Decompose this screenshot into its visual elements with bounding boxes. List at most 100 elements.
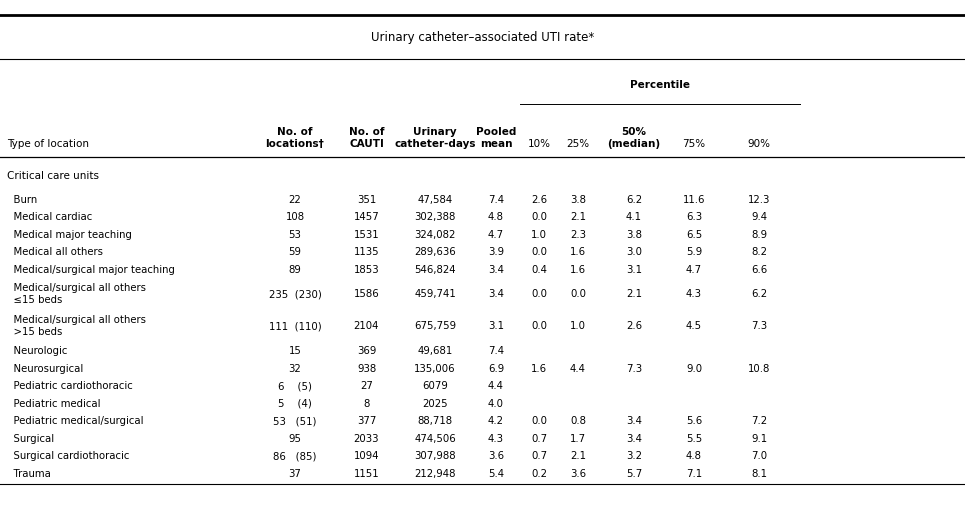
Text: 1135: 1135 [354, 247, 379, 257]
Text: 459,741: 459,741 [414, 289, 455, 299]
Text: Surgical: Surgical [7, 434, 54, 444]
Text: 2.1: 2.1 [626, 289, 642, 299]
Text: 4.4: 4.4 [570, 363, 586, 373]
Text: 324,082: 324,082 [414, 230, 455, 240]
Text: 89: 89 [289, 265, 301, 275]
Text: 0.7: 0.7 [531, 434, 547, 444]
Text: Burn: Burn [7, 195, 38, 204]
Text: 4.8: 4.8 [488, 212, 504, 222]
Text: 50%
(median): 50% (median) [607, 127, 661, 149]
Text: 938: 938 [357, 363, 376, 373]
Text: 90%: 90% [748, 139, 770, 149]
Text: 0.2: 0.2 [531, 469, 547, 479]
Text: 2025: 2025 [423, 399, 448, 408]
Text: 49,681: 49,681 [418, 346, 453, 356]
Text: 4.4: 4.4 [488, 381, 504, 391]
Text: Medical major teaching: Medical major teaching [7, 230, 132, 240]
Text: 1457: 1457 [353, 212, 379, 222]
Text: 4.1: 4.1 [626, 212, 642, 222]
Text: 3.4: 3.4 [626, 416, 642, 426]
Text: Medical/surgical all others
  >15 beds: Medical/surgical all others >15 beds [7, 315, 146, 337]
Text: Type of location: Type of location [7, 139, 89, 149]
Text: 1.6: 1.6 [570, 265, 586, 275]
Text: Medical cardiac: Medical cardiac [7, 212, 93, 222]
Text: 27: 27 [360, 381, 372, 391]
Text: 351: 351 [357, 195, 376, 204]
Text: 1.6: 1.6 [531, 363, 547, 373]
Text: 32: 32 [289, 363, 301, 373]
Text: 302,388: 302,388 [414, 212, 455, 222]
Text: 0.7: 0.7 [531, 451, 547, 461]
Text: 135,006: 135,006 [414, 363, 455, 373]
Text: Neurosurgical: Neurosurgical [7, 363, 83, 373]
Text: 3.6: 3.6 [570, 469, 586, 479]
Text: 1.6: 1.6 [570, 247, 586, 257]
Text: 4.2: 4.2 [488, 416, 504, 426]
Text: 95: 95 [289, 434, 301, 444]
Text: No. of
CAUTI: No. of CAUTI [348, 127, 384, 149]
Text: 289,636: 289,636 [414, 247, 455, 257]
Text: Percentile: Percentile [630, 80, 690, 90]
Text: 2.1: 2.1 [570, 212, 586, 222]
Text: 3.4: 3.4 [488, 265, 504, 275]
Text: 307,988: 307,988 [414, 451, 455, 461]
Text: 0.0: 0.0 [531, 416, 547, 426]
Text: Medical/surgical all others
  ≤15 beds: Medical/surgical all others ≤15 beds [7, 283, 146, 305]
Text: 5.5: 5.5 [686, 434, 703, 444]
Text: 1586: 1586 [353, 289, 379, 299]
Text: 5.4: 5.4 [488, 469, 504, 479]
Text: 7.3: 7.3 [751, 322, 767, 332]
Text: 1853: 1853 [354, 265, 379, 275]
Text: 88,718: 88,718 [418, 416, 453, 426]
Text: 1.0: 1.0 [570, 322, 586, 332]
Text: 37: 37 [289, 469, 301, 479]
Text: 675,759: 675,759 [414, 322, 456, 332]
Text: 53   (51): 53 (51) [273, 416, 317, 426]
Text: 2.6: 2.6 [531, 195, 547, 204]
Text: No. of
locations†: No. of locations† [265, 127, 324, 149]
Text: 0.8: 0.8 [570, 416, 586, 426]
Text: 6.3: 6.3 [686, 212, 703, 222]
Text: 8.9: 8.9 [751, 230, 767, 240]
Text: 10.8: 10.8 [748, 363, 770, 373]
Text: Neurologic: Neurologic [7, 346, 68, 356]
Text: 0.0: 0.0 [570, 289, 586, 299]
Text: 0.0: 0.0 [531, 212, 547, 222]
Text: 1151: 1151 [354, 469, 379, 479]
Text: 75%: 75% [682, 139, 705, 149]
Text: 3.1: 3.1 [488, 322, 504, 332]
Text: 2.3: 2.3 [570, 230, 586, 240]
Text: 8.2: 8.2 [751, 247, 767, 257]
Text: 3.4: 3.4 [488, 289, 504, 299]
Text: 2.1: 2.1 [570, 451, 586, 461]
Text: 86   (85): 86 (85) [273, 451, 317, 461]
Text: Trauma: Trauma [7, 469, 51, 479]
Text: 6    (5): 6 (5) [278, 381, 312, 391]
Text: Medical all others: Medical all others [7, 247, 103, 257]
Text: 10%: 10% [528, 139, 550, 149]
Text: 9.1: 9.1 [751, 434, 767, 444]
Text: 546,824: 546,824 [414, 265, 455, 275]
Text: Pediatric medical: Pediatric medical [7, 399, 100, 408]
Text: 9.0: 9.0 [686, 363, 703, 373]
Text: 108: 108 [286, 212, 305, 222]
Text: Pooled
mean: Pooled mean [476, 127, 516, 149]
Text: 235  (230): 235 (230) [268, 289, 321, 299]
Text: 7.4: 7.4 [488, 346, 504, 356]
Text: 3.1: 3.1 [626, 265, 642, 275]
Text: 2.6: 2.6 [626, 322, 642, 332]
Text: 12.3: 12.3 [748, 195, 770, 204]
Text: 47,584: 47,584 [418, 195, 453, 204]
Text: 5.6: 5.6 [686, 416, 703, 426]
Text: Medical/surgical major teaching: Medical/surgical major teaching [7, 265, 175, 275]
Text: 212,948: 212,948 [414, 469, 455, 479]
Text: 0.4: 0.4 [531, 265, 547, 275]
Text: 3.0: 3.0 [626, 247, 642, 257]
Text: 25%: 25% [566, 139, 590, 149]
Text: Pediatric medical/surgical: Pediatric medical/surgical [7, 416, 144, 426]
Text: 3.6: 3.6 [488, 451, 504, 461]
Text: 111  (110): 111 (110) [268, 322, 321, 332]
Text: 7.0: 7.0 [751, 451, 767, 461]
Text: 53: 53 [289, 230, 301, 240]
Text: 6079: 6079 [422, 381, 448, 391]
